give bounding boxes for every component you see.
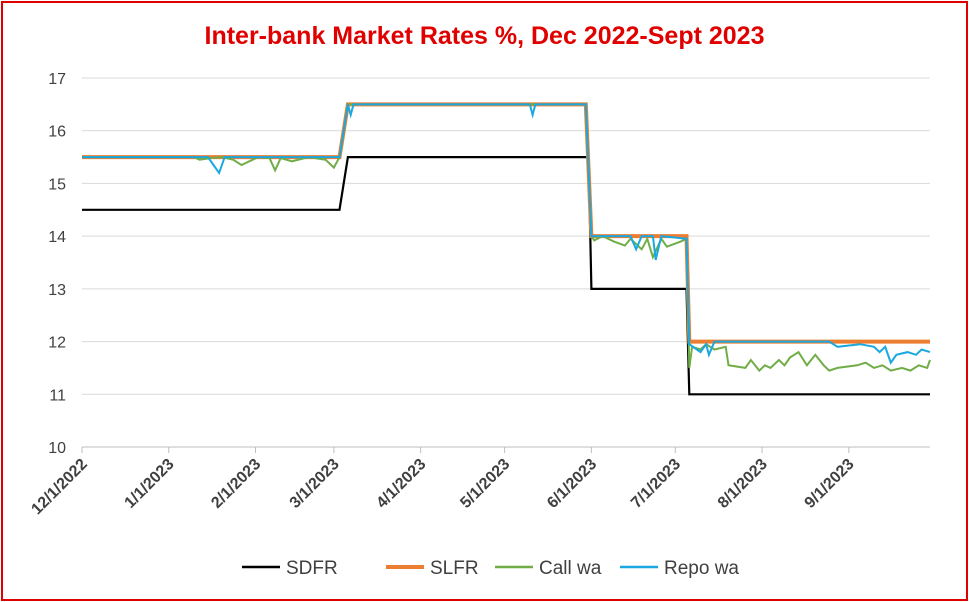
legend-label: SDFR	[286, 558, 338, 579]
x-tick-label: 5/1/2023	[457, 456, 513, 512]
legend-label: Call wa	[539, 558, 602, 579]
y-tick-label: 15	[48, 176, 66, 193]
series-line-slfr	[82, 102, 930, 344]
y-tick-label: 14	[48, 229, 66, 246]
y-tick-label: 13	[48, 282, 66, 299]
x-tick-label: 6/1/2023	[544, 456, 600, 512]
x-tick-label: 3/1/2023	[287, 456, 343, 512]
x-tick-label: 9/1/2023	[802, 456, 858, 512]
x-tick-label: 8/1/2023	[715, 456, 771, 512]
y-tick-label: 11	[49, 387, 66, 404]
y-tick-label: 17	[48, 71, 66, 88]
x-tick-label: 1/1/2023	[122, 456, 178, 512]
x-tick-label: 4/1/2023	[373, 456, 429, 512]
gridlines	[82, 77, 930, 395]
x-tick-label: 12/1/2022	[28, 456, 90, 518]
legend-label: Repo wa	[664, 558, 739, 579]
axes: 10 11 12 13 14 15 16 17 12/1/2022 1/1/2023 2/1/202…	[28, 71, 930, 518]
series-line-repo-wa	[82, 103, 931, 365]
y-tick-label: 16	[48, 124, 66, 141]
y-tick-label: 12	[48, 335, 66, 352]
series-lines	[82, 102, 931, 396]
legend: SDFR SLFR Call wa Repo wa	[242, 558, 739, 579]
chart-title: Inter-bank Market Rates %, Dec 2022-Sept…	[204, 22, 765, 50]
series-line-call-wa	[82, 103, 931, 373]
y-tick-label: 10	[48, 440, 66, 457]
x-tick-label: 2/1/2023	[208, 456, 264, 512]
legend-label: SLFR	[430, 558, 479, 579]
x-tick-label: 7/1/2023	[628, 456, 684, 512]
